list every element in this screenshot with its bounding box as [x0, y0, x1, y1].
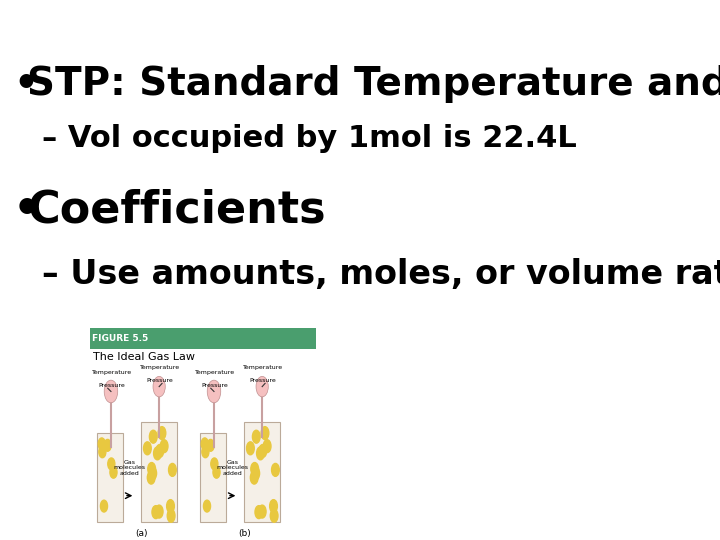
Circle shape — [98, 438, 105, 450]
Circle shape — [152, 505, 160, 518]
Circle shape — [153, 447, 161, 460]
Text: Pressure: Pressure — [202, 383, 228, 388]
Circle shape — [253, 430, 260, 443]
Circle shape — [201, 438, 208, 450]
Text: Coefficients: Coefficients — [27, 188, 326, 232]
Circle shape — [270, 500, 277, 512]
Circle shape — [158, 427, 166, 440]
Circle shape — [148, 471, 155, 484]
Text: (b): (b) — [238, 529, 251, 538]
Text: Pressure: Pressure — [146, 379, 173, 383]
Text: •: • — [13, 188, 41, 232]
Circle shape — [108, 458, 115, 470]
Circle shape — [264, 440, 271, 453]
Text: Pressure: Pressure — [249, 379, 276, 383]
Circle shape — [255, 505, 263, 518]
Circle shape — [252, 467, 260, 480]
FancyBboxPatch shape — [141, 422, 177, 522]
Circle shape — [161, 440, 168, 453]
Text: – Vol occupied by 1mol is 22.4L: – Vol occupied by 1mol is 22.4L — [42, 124, 577, 153]
Circle shape — [99, 446, 106, 458]
Circle shape — [251, 463, 258, 475]
Text: Gas
molecules
added: Gas molecules added — [114, 460, 145, 476]
FancyBboxPatch shape — [244, 422, 280, 522]
Circle shape — [148, 463, 156, 475]
Text: Temperature: Temperature — [91, 370, 132, 375]
Text: FIGURE 5.5: FIGURE 5.5 — [91, 334, 148, 343]
Circle shape — [104, 380, 118, 403]
Circle shape — [204, 500, 210, 512]
Circle shape — [156, 505, 163, 518]
Circle shape — [270, 509, 278, 522]
Circle shape — [153, 376, 166, 397]
Text: STP: Standard Temperature and Pressure: STP: Standard Temperature and Pressure — [27, 65, 720, 103]
Circle shape — [101, 500, 107, 512]
Text: Temperature: Temperature — [140, 366, 180, 370]
Circle shape — [167, 509, 175, 522]
Text: Temperature: Temperature — [243, 366, 283, 370]
Circle shape — [211, 458, 218, 470]
Text: – Use amounts, moles, or volume ratios: – Use amounts, moles, or volume ratios — [42, 259, 720, 292]
Circle shape — [256, 447, 264, 460]
Circle shape — [271, 463, 279, 476]
Circle shape — [104, 440, 111, 451]
Circle shape — [156, 444, 163, 457]
Text: •: • — [13, 65, 37, 103]
Circle shape — [149, 467, 156, 480]
Circle shape — [202, 446, 209, 458]
Circle shape — [207, 440, 214, 451]
Circle shape — [213, 467, 220, 478]
FancyBboxPatch shape — [90, 328, 315, 349]
FancyBboxPatch shape — [96, 434, 122, 522]
Text: (a): (a) — [135, 529, 148, 538]
Circle shape — [258, 505, 266, 518]
Text: The Ideal Gas Law: The Ideal Gas Law — [94, 352, 195, 362]
FancyBboxPatch shape — [199, 434, 226, 522]
Circle shape — [166, 500, 174, 512]
Circle shape — [110, 467, 117, 478]
Circle shape — [143, 442, 151, 455]
Circle shape — [246, 442, 254, 455]
Circle shape — [259, 444, 266, 457]
Circle shape — [256, 376, 269, 397]
Circle shape — [168, 463, 176, 476]
Text: Temperature: Temperature — [194, 370, 235, 375]
Circle shape — [251, 471, 258, 484]
Circle shape — [207, 380, 221, 403]
Circle shape — [149, 430, 157, 443]
Text: Gas
molecules
added: Gas molecules added — [217, 460, 248, 476]
Text: Pressure: Pressure — [98, 383, 125, 388]
Circle shape — [261, 427, 269, 440]
